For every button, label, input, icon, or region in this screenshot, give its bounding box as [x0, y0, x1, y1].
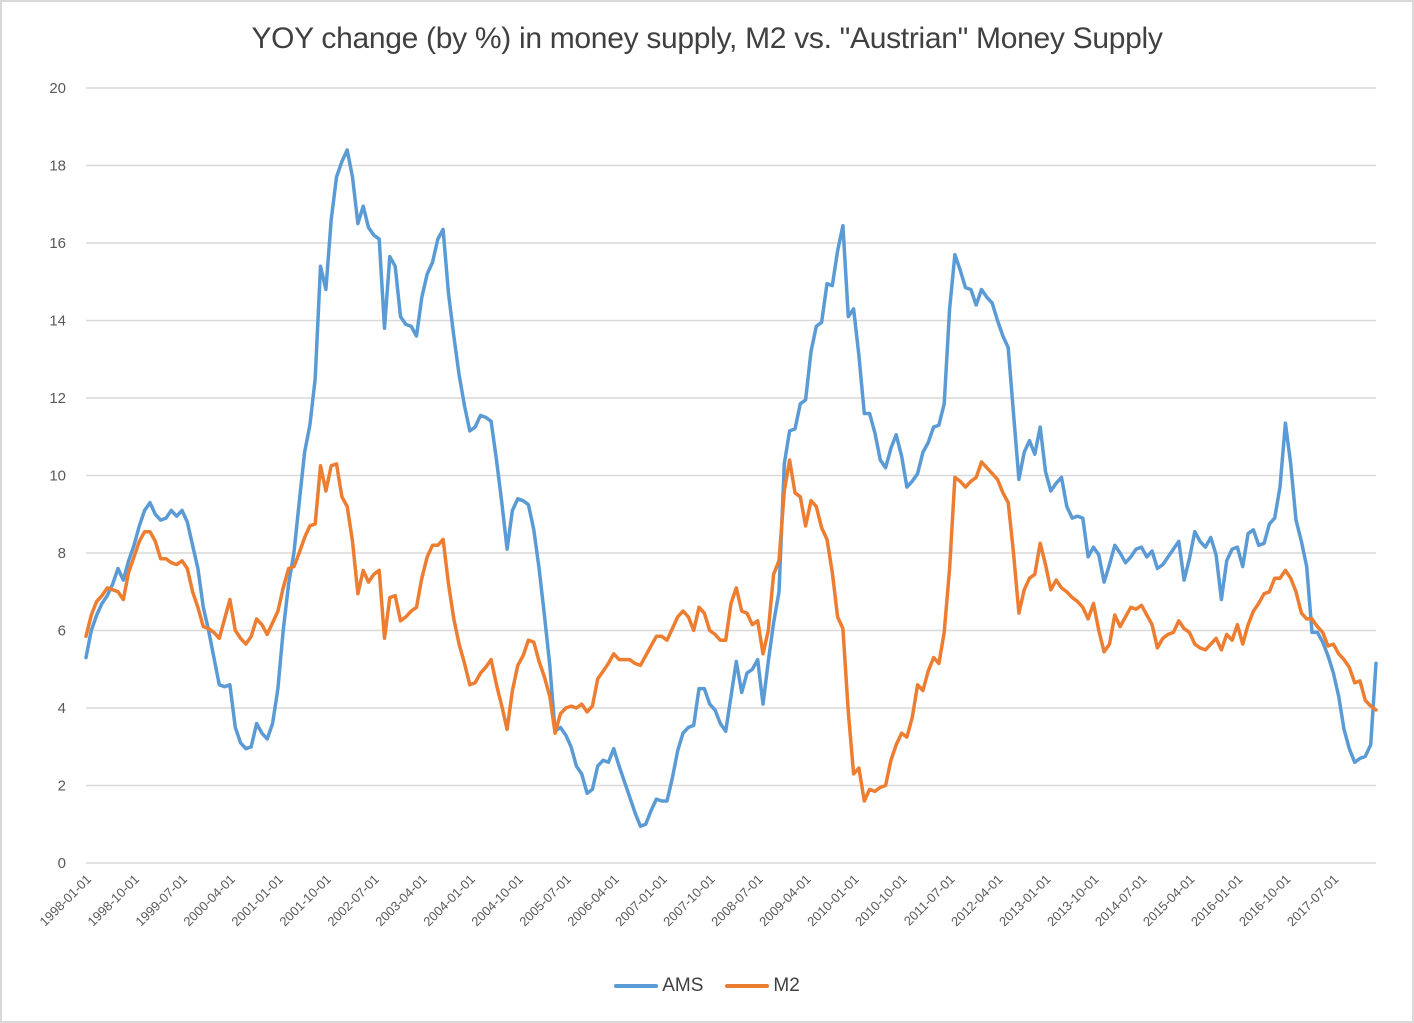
series-line-m2[interactable] — [84, 458, 1378, 803]
x-tick-label: 2017-07-01 — [1284, 872, 1342, 930]
chart-title: YOY change (by %) in money supply, M2 vs… — [251, 22, 1163, 55]
y-tick-label: 8 — [58, 545, 66, 562]
y-tick-label: 14 — [49, 313, 66, 330]
y-tick-label: 0 — [58, 855, 66, 872]
series-line-ams[interactable] — [84, 148, 1378, 828]
m2-line-swatch-icon — [725, 984, 770, 988]
y-tick-label: 16 — [49, 235, 66, 252]
y-tick-label: 6 — [58, 623, 66, 640]
x-axis: 1998-01-011998-10-011999-07-012000-04-01… — [36, 872, 1341, 930]
legend-item-ams[interactable]: AMS — [614, 975, 703, 997]
y-tick-label: 12 — [49, 390, 66, 407]
legend: AMS M2 — [0, 975, 1414, 997]
y-tick-label: 18 — [49, 158, 66, 175]
x-tick-label: 2010-10-01 — [852, 872, 910, 930]
legend-label: AMS — [662, 975, 704, 996]
y-tick-label: 2 — [58, 778, 66, 795]
series-lines — [84, 148, 1378, 828]
legend-item-m2[interactable]: M2 — [725, 975, 800, 997]
legend-label: M2 — [773, 975, 800, 996]
gridlines — [86, 87, 1376, 864]
y-tick-label: 4 — [58, 700, 66, 717]
ams-line-swatch-icon — [614, 984, 659, 988]
y-tick-label: 10 — [49, 468, 66, 485]
y-axis: 0 2 4 6 8 10 12 14 16 18 20 — [49, 80, 66, 872]
y-tick-label: 20 — [49, 80, 66, 97]
